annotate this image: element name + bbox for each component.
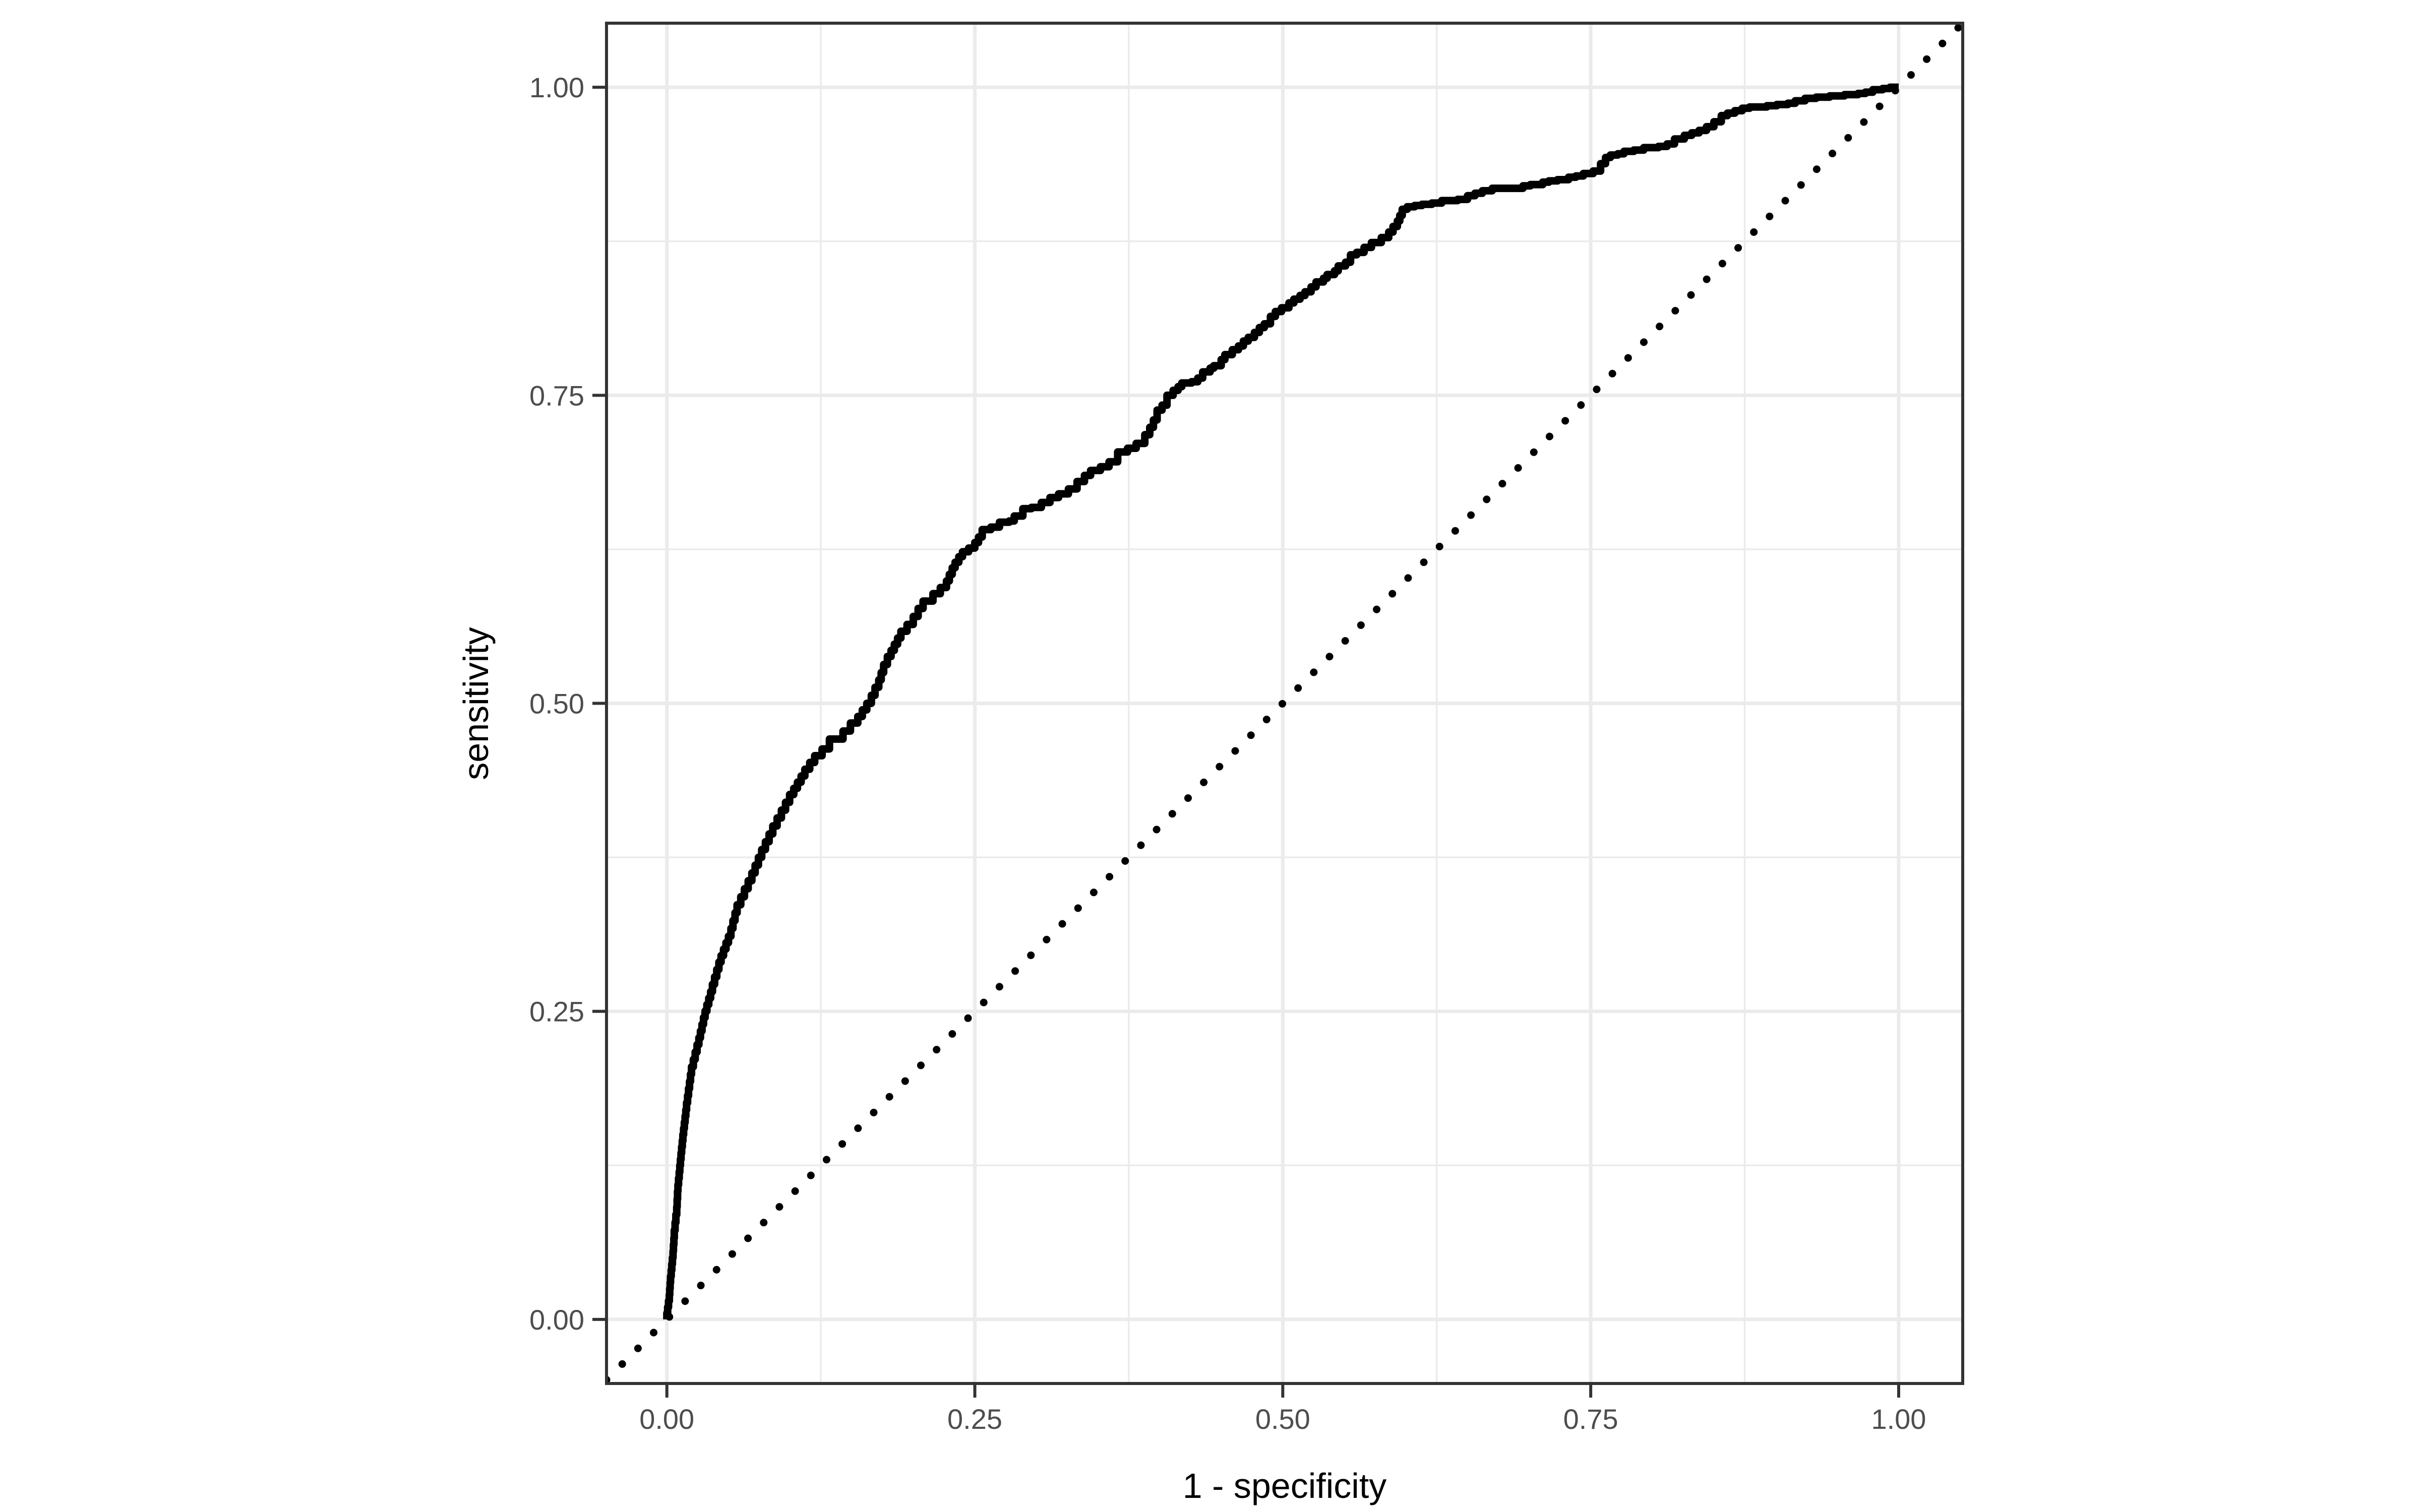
y-tick-label: 0.25 xyxy=(529,996,584,1028)
y-axis-tick-labels: 0.00 0.25 0.50 0.75 1.00 xyxy=(529,72,584,1336)
y-axis-title: sensitivity xyxy=(456,627,496,780)
x-axis-title: 1 - specificity xyxy=(1183,1466,1387,1505)
y-tick-label: 1.00 xyxy=(529,72,584,103)
x-tick-label: 0.00 xyxy=(639,1403,694,1435)
x-tick-label: 0.25 xyxy=(947,1403,1002,1435)
y-tick-label: 0.00 xyxy=(529,1304,584,1336)
gridlines-major xyxy=(607,23,1963,1383)
x-axis-ticks xyxy=(665,1384,1900,1398)
x-tick-label: 0.75 xyxy=(1563,1403,1618,1435)
y-axis-ticks xyxy=(592,86,606,1321)
x-tick-label: 0.50 xyxy=(1255,1403,1310,1435)
y-tick-label: 0.75 xyxy=(529,380,584,411)
y-tick-label: 0.50 xyxy=(529,688,584,720)
x-axis-tick-labels: 0.00 0.25 0.50 0.75 1.00 xyxy=(639,1403,1926,1435)
series-layer xyxy=(607,23,1963,1383)
x-tick-label: 1.00 xyxy=(1871,1403,1926,1435)
roc-curve-line xyxy=(663,83,1899,1319)
chance-diagonal-line xyxy=(607,23,1963,1383)
plot-panel-border xyxy=(605,22,1964,1385)
